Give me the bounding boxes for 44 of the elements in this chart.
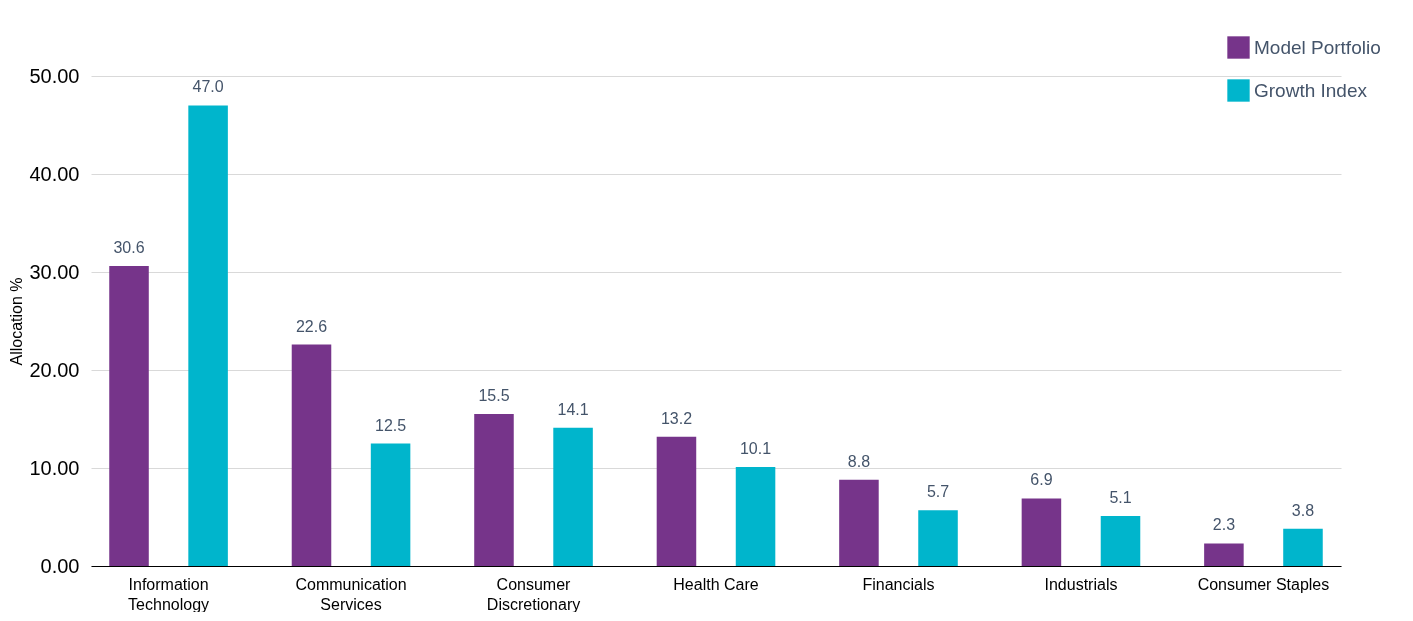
data-label: 2.3 — [1212, 516, 1236, 534]
data-label: 8.8 — [847, 452, 871, 470]
data-label: 47.0 — [192, 78, 224, 96]
y-tick-label: 40.00 — [29, 162, 80, 185]
bar — [553, 427, 593, 566]
x-tick-label: Information Technology — [128, 575, 210, 613]
bar — [1021, 498, 1062, 566]
legend-label: Growth Index — [1254, 79, 1368, 101]
x-tick-label: Communication Services — [295, 575, 407, 613]
data-label: 6.9 — [1030, 471, 1053, 489]
x-tick-label: Financials — [862, 575, 935, 593]
data-label: 12.5 — [375, 416, 407, 434]
y-tick-label: 10.00 — [29, 456, 80, 479]
bar — [656, 436, 697, 566]
y-tick-label: 20.00 — [29, 358, 80, 381]
bar — [109, 266, 149, 566]
bar — [474, 414, 514, 566]
data-label: 14.1 — [557, 400, 589, 418]
data-label: 5.1 — [1109, 489, 1132, 507]
data-label: 5.7 — [926, 483, 950, 501]
data-label: 30.6 — [113, 239, 145, 257]
bar — [188, 105, 228, 566]
bar — [839, 479, 879, 566]
x-tick-label: Consumer Discretionary — [486, 575, 581, 613]
x-tick-label: Health Care — [673, 575, 759, 593]
data-label: 10.1 — [739, 440, 772, 458]
data-label: 13.2 — [660, 409, 693, 427]
bar — [918, 510, 958, 566]
bar — [370, 443, 411, 566]
y-tick-label: 50.00 — [29, 64, 80, 87]
bar — [1100, 516, 1141, 566]
bar — [1204, 543, 1244, 566]
data-label: 22.6 — [295, 317, 328, 335]
y-axis-title: Allocation % — [8, 277, 26, 366]
data-label: 3.8 — [1291, 501, 1315, 519]
bar — [291, 344, 332, 566]
x-tick-label: Industrials — [1044, 575, 1118, 593]
bar — [735, 467, 776, 566]
x-tick-label: Consumer Staples — [1197, 575, 1330, 593]
legend-label: Model Portfolio — [1254, 36, 1381, 58]
bar — [1283, 528, 1323, 566]
y-tick-label: 30.00 — [29, 260, 80, 283]
data-label: 15.5 — [478, 387, 510, 405]
y-tick-label: 0.00 — [40, 554, 80, 577]
